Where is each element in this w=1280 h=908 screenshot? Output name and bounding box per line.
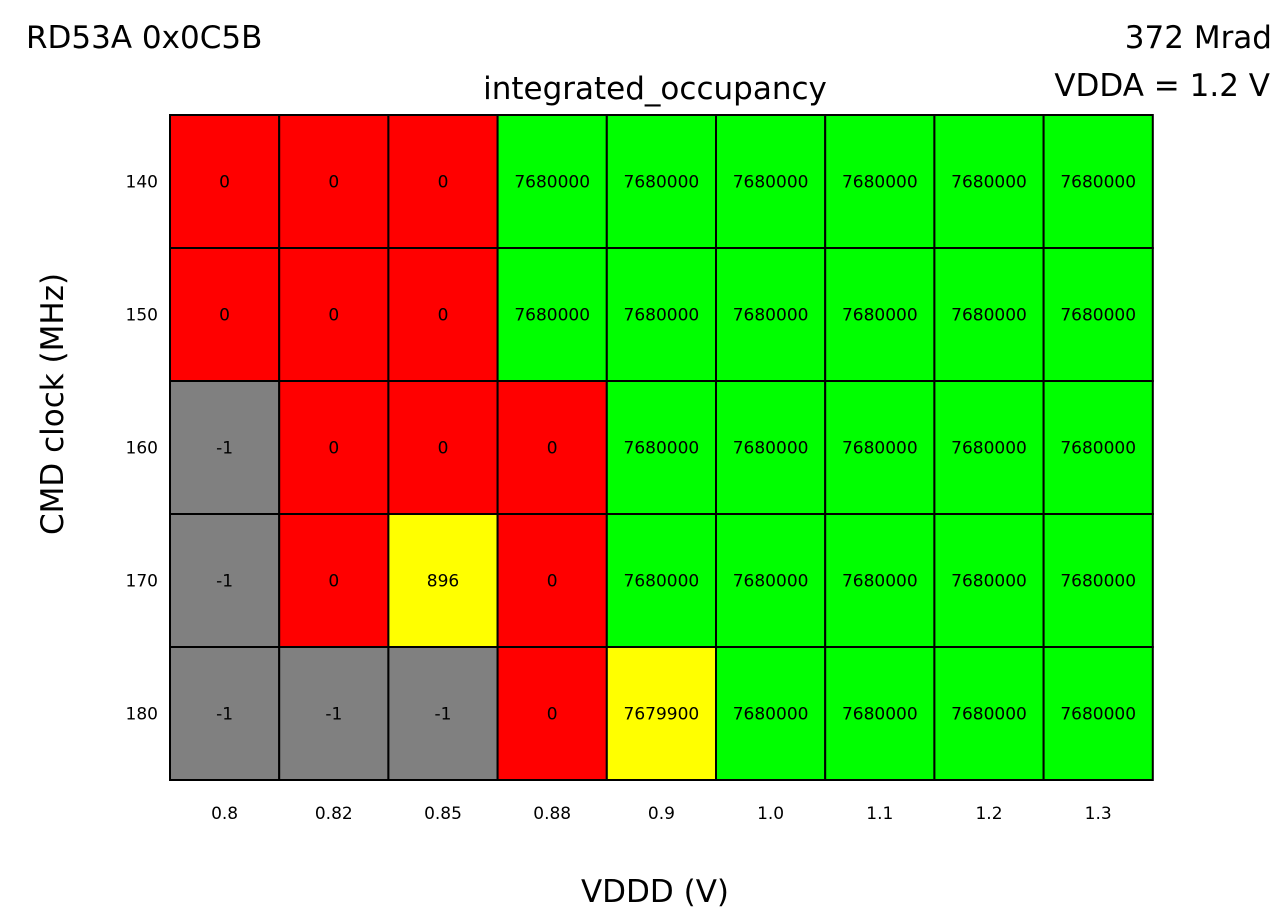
y-tick-label: 140 xyxy=(126,173,158,193)
heatmap-cell xyxy=(933,114,1045,249)
cell-value-label: 7680000 xyxy=(514,306,590,326)
heatmap-cell xyxy=(169,114,281,249)
y-tick-label: 160 xyxy=(126,439,158,459)
heatmap-cell xyxy=(169,513,281,648)
cell-value-label: -1 xyxy=(216,572,233,592)
cell-value-label: 7680000 xyxy=(842,306,918,326)
cell-value-label: 0 xyxy=(328,306,339,326)
cell-value-label: 7680000 xyxy=(1060,439,1136,459)
cell-value-label: 0 xyxy=(219,173,230,193)
axis-ticks: 0.8 0.82 0.85 0.88 0.9 1.0 1.1 1.2 1.3 140 150 160 1… xyxy=(126,173,1112,825)
cell-value-label: 0 xyxy=(328,439,339,459)
cell-value-label: 7680000 xyxy=(951,572,1027,592)
cell-value-label: 7680000 xyxy=(733,306,809,326)
cell-value-label: 7680000 xyxy=(951,439,1027,459)
cell-value-label: 7680000 xyxy=(624,572,700,592)
cell-value-label: 0 xyxy=(328,173,339,193)
x-tick-label: 0.9 xyxy=(648,804,675,824)
y-tick-label: 170 xyxy=(126,572,158,592)
x-tick-label: 0.82 xyxy=(315,804,353,824)
x-tick-label: 1.1 xyxy=(866,804,893,824)
cell-value-label: -1 xyxy=(216,705,233,725)
cell-value-label: 0 xyxy=(547,439,558,459)
heatmap-cell xyxy=(1042,247,1154,382)
cell-value-label: 7680000 xyxy=(1060,572,1136,592)
cell-value-label: -1 xyxy=(216,439,233,459)
cell-value-label: 7680000 xyxy=(733,572,809,592)
heatmap-cells: 0 0 0 7680000 7680000 7680000 7680000 7680000 76… xyxy=(169,114,1154,781)
y-tick-label: 150 xyxy=(126,306,158,326)
cell-value-label: 896 xyxy=(427,572,459,592)
heatmap-cell xyxy=(387,646,499,781)
cell-value-label: 7680000 xyxy=(624,439,700,459)
cell-value-label: 7680000 xyxy=(951,705,1027,725)
cell-value-label: 0 xyxy=(547,705,558,725)
heatmap-cell xyxy=(496,513,608,648)
x-tick-label: 1.2 xyxy=(975,804,1002,824)
heatmap-cell xyxy=(496,646,608,781)
cell-value-label: 0 xyxy=(328,572,339,592)
heatmap-cell xyxy=(278,646,390,781)
heatmap-cell xyxy=(605,646,717,781)
cell-value-label: 7680000 xyxy=(624,306,700,326)
chip-id-label: RD53A 0x0C5B xyxy=(26,20,262,56)
heatmap-cell xyxy=(605,247,717,382)
cell-value-label: 7680000 xyxy=(514,173,590,193)
heatmap-cell xyxy=(169,247,281,382)
cell-value-label: 7680000 xyxy=(1060,173,1136,193)
x-tick-label: 0.8 xyxy=(211,804,238,824)
cell-value-label: -1 xyxy=(435,705,452,725)
cell-value-label: 7680000 xyxy=(842,572,918,592)
heatmap-cell xyxy=(169,646,281,781)
heatmap-cell xyxy=(387,114,499,249)
heatmap-cell xyxy=(824,380,936,515)
cell-value-label: 0 xyxy=(438,173,449,193)
heatmap-cell xyxy=(1042,380,1154,515)
heatmap-cell xyxy=(1042,513,1154,648)
cell-value-label: 7680000 xyxy=(951,306,1027,326)
cell-value-label: 7680000 xyxy=(1060,705,1136,725)
heatmap-cell xyxy=(605,380,717,515)
cell-value-label: 7680000 xyxy=(842,173,918,193)
x-axis-label: VDDD (V) xyxy=(581,874,729,908)
cell-value-label: 7680000 xyxy=(1060,306,1136,326)
cell-value-label: 0 xyxy=(219,306,230,326)
heatmap-cell xyxy=(715,114,827,249)
heatmap-cell xyxy=(824,247,936,382)
x-tick-label: 0.88 xyxy=(533,804,571,824)
heatmap-cell xyxy=(169,380,281,515)
vdda-label: VDDA = 1.2 V xyxy=(1054,68,1270,104)
heatmap-cell xyxy=(496,380,608,515)
heatmap-cell xyxy=(824,646,936,781)
cell-value-label: 0 xyxy=(438,306,449,326)
heatmap-cell xyxy=(715,646,827,781)
cell-value-label: 0 xyxy=(438,439,449,459)
x-tick-label: 1.0 xyxy=(757,804,784,824)
x-tick-label: 0.85 xyxy=(424,804,462,824)
cell-value-label: 7680000 xyxy=(733,705,809,725)
cell-value-label: 7680000 xyxy=(951,173,1027,193)
cell-value-label: 0 xyxy=(547,572,558,592)
cell-value-label: 7680000 xyxy=(733,439,809,459)
heatmap-cell xyxy=(387,380,499,515)
heatmap-cell xyxy=(933,247,1045,382)
chart-title: integrated_occupancy xyxy=(483,71,827,107)
cell-value-label: 7679900 xyxy=(624,705,700,725)
heatmap-cell xyxy=(387,247,499,382)
x-tick-label: 1.3 xyxy=(1085,804,1112,824)
cell-value-label: 7680000 xyxy=(842,439,918,459)
cell-value-label: -1 xyxy=(325,705,342,725)
y-tick-label: 180 xyxy=(126,705,158,725)
y-axis-label: CMD clock (MHz) xyxy=(35,273,71,535)
heatmap-cell xyxy=(1042,646,1154,781)
dose-label: 372 Mrad xyxy=(1125,20,1272,56)
heatmap-cell xyxy=(278,114,390,249)
heatmap-cell xyxy=(278,513,390,648)
cell-value-label: 7680000 xyxy=(733,173,809,193)
cell-value-label: 7680000 xyxy=(624,173,700,193)
cell-value-label: 7680000 xyxy=(842,705,918,725)
heatmap-cell xyxy=(278,380,390,515)
